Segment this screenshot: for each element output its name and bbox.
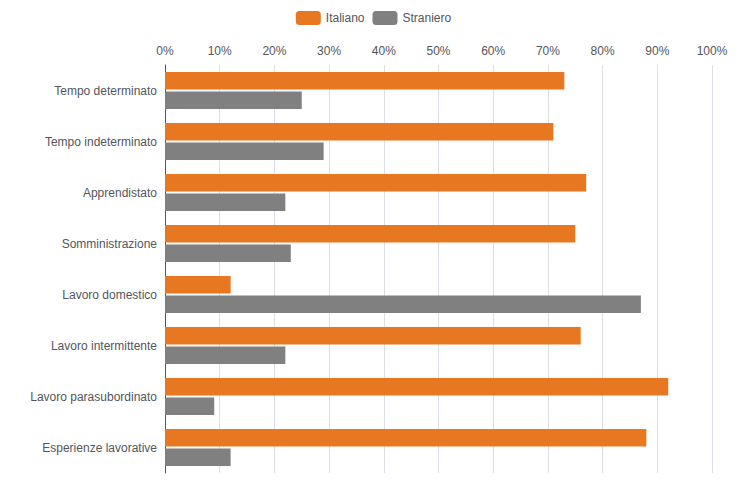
svg-text:60%: 60% [481,44,505,58]
svg-text:Straniero: Straniero [403,11,452,25]
svg-text:40%: 40% [372,44,396,58]
svg-text:Esperienze lavorative: Esperienze lavorative [42,441,157,455]
svg-text:Tempo indeterminato: Tempo indeterminato [45,135,157,149]
svg-text:Lavoro parasubordinato: Lavoro parasubordinato [30,390,157,404]
svg-text:30%: 30% [317,44,341,58]
svg-text:100%: 100% [697,44,728,58]
svg-text:20%: 20% [262,44,286,58]
svg-text:Somministrazione: Somministrazione [62,237,158,251]
svg-text:70%: 70% [536,44,560,58]
svg-text:0%: 0% [156,44,174,58]
svg-text:10%: 10% [208,44,232,58]
svg-text:90%: 90% [645,44,669,58]
svg-text:Lavoro intermittente: Lavoro intermittente [51,339,157,353]
svg-text:Tempo determinato: Tempo determinato [54,84,157,98]
svg-text:Lavoro domestico: Lavoro domestico [62,288,157,302]
svg-text:Italiano: Italiano [326,11,365,25]
svg-text:Apprendistato: Apprendistato [83,186,157,200]
svg-text:50%: 50% [426,44,450,58]
svg-text:80%: 80% [591,44,615,58]
